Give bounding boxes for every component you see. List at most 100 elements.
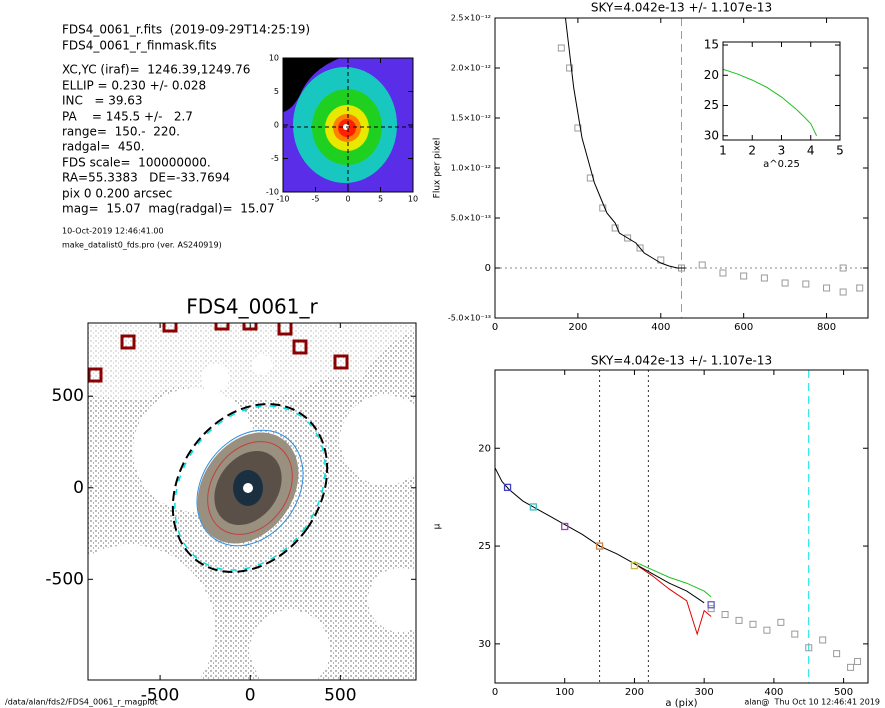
param: FDS scale= 100000000. (62, 156, 211, 170)
plot-area (723, 68, 818, 136)
x-tick-label: 5 (378, 195, 383, 204)
x-tick-label: 100 (555, 687, 574, 698)
line (564, 18, 686, 269)
x-tick-label: 400 (764, 687, 783, 698)
x-tick-label: 2 (748, 143, 756, 157)
point (611, 224, 619, 232)
x-tick-label: 1 (719, 143, 727, 157)
point (819, 636, 827, 644)
y-tick-label: -5 (271, 154, 279, 163)
point (735, 616, 743, 624)
y-tick-label: -10 (266, 188, 279, 197)
x-tick-label: 5 (836, 143, 844, 157)
x-tick-label: 3 (778, 143, 786, 157)
y-tick-label: 0 (274, 121, 279, 130)
point (707, 601, 715, 609)
chart-title: SKY=4.042e-13 +/- 1.107e-13 (591, 1, 772, 15)
point (636, 244, 644, 252)
line (723, 68, 818, 136)
point (624, 234, 632, 242)
y-tick-label: 30 (704, 128, 719, 142)
y-tick-label: 25 (478, 541, 491, 552)
thumbnail-image (283, 58, 413, 192)
y-axis-label: Flux per pixel (433, 138, 443, 199)
point (721, 611, 729, 619)
param: RA=55.3383 DE=-33.7694 (62, 171, 230, 185)
x-tick-label: -10 (276, 195, 289, 204)
x-tick-label: 0 (245, 685, 256, 705)
point (839, 288, 847, 296)
point (574, 124, 582, 132)
point (749, 620, 757, 628)
point (854, 657, 862, 665)
param: PA = 145.5 +/- 2.7 (62, 110, 193, 124)
point (719, 269, 727, 277)
x-tick-label: 4 (807, 143, 815, 157)
x-tick-label: 500 (324, 685, 356, 705)
y-tick-label: 2.0×10⁻¹² (451, 64, 491, 73)
header-line: FDS4_0061_r.fits (2019-09-29T14:25:19) (62, 23, 310, 37)
inset-background (723, 42, 840, 140)
point (630, 561, 639, 570)
y-axis-label: μ (433, 523, 443, 529)
x-tick-label: 200 (568, 322, 587, 333)
y-tick-label: 20 (704, 68, 719, 82)
point (561, 522, 569, 531)
x-tick-label: 0 (492, 687, 498, 698)
line (495, 467, 705, 604)
chart-title: FDS4_0061_r (186, 295, 318, 319)
chart-title: SKY=4.042e-13 +/- 1.107e-13 (591, 354, 772, 368)
point (503, 483, 512, 492)
point (529, 503, 537, 511)
point (856, 284, 864, 292)
galaxy-image (88, 323, 416, 680)
point (802, 280, 810, 288)
point (595, 542, 604, 550)
y-tick-label: 5 (274, 87, 279, 96)
x-tick-label: 0 (345, 195, 350, 204)
y-tick-label: 30 (478, 639, 491, 650)
point (760, 274, 768, 282)
param: mag= 15.07 mag(radgal)= 15.07 (62, 202, 275, 216)
y-tick-label: 5.0×10⁻¹³ (451, 214, 491, 223)
plot-line: 0 100 200 300 400 500 20 25 30 SKY=4.042e-13 +/- … (433, 354, 869, 708)
y-tick-label: 1.5×10⁻¹² (451, 114, 491, 123)
x-tick-label: 800 (817, 322, 836, 333)
x-axis-label: a (pix) (665, 698, 697, 708)
point (791, 630, 799, 638)
point (833, 650, 841, 658)
point (847, 663, 855, 671)
line (634, 561, 712, 598)
plot-area (495, 370, 862, 683)
y-tick-label: 500 (52, 386, 84, 406)
y-tick-label: 2.5×10⁻¹² (451, 14, 491, 23)
y-tick-label: 15 (704, 38, 719, 52)
point (698, 261, 706, 269)
point (823, 284, 831, 292)
point (781, 279, 789, 287)
x-tick-label: 0 (492, 322, 498, 333)
param: XC,YC (iraf)= 1246.39,1249.76 (62, 63, 250, 77)
y-tick-label: 1.0×10⁻¹² (451, 164, 491, 173)
x-tick-label: 400 (651, 322, 670, 333)
x-axis-label: a^0.25 (763, 159, 800, 170)
plot-image: -500 0 500 -500 0 500 FDS4_0061_r (45, 295, 417, 705)
footer-right: alan@ Thu Oct 10 12:46:41 2019 (744, 698, 880, 707)
header-line: FDS4_0061_r_finmask.fits (62, 39, 217, 53)
param: pix 0 0.200 arcsec (62, 187, 172, 201)
y-tick-label: 10 (269, 54, 279, 63)
x-tick-label: -5 (312, 195, 320, 204)
plot-line: 1 2 3 4 5 15 20 25 30 a^0.25 (704, 38, 844, 170)
y-tick-label: -500 (45, 569, 84, 589)
line (634, 563, 712, 636)
y-tick-label: 0 (73, 478, 84, 498)
plot-image: -10 -5 0 5 10 -10 -5 0 5 10 (266, 54, 418, 204)
note: make_datalist0_fds.pro (ver. AS240919) (62, 241, 222, 250)
y-tick-label: 20 (478, 443, 491, 454)
point (566, 64, 574, 72)
x-tick-label: 10 (408, 195, 418, 204)
x-tick-label: -500 (141, 685, 180, 705)
frame (87, 322, 417, 681)
x-tick-label: 500 (834, 687, 853, 698)
